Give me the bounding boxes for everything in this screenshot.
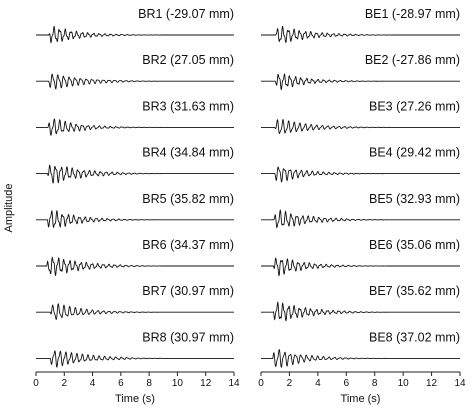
x-tick-label-be-4: 8 [372, 378, 378, 389]
x-tick-label-be-6: 12 [426, 378, 438, 389]
trace-label-br6: BR6 (34.37 mm) [142, 238, 234, 252]
trace-label-be6: BE6 (35.06 mm) [369, 238, 460, 252]
trace-br3 [36, 118, 234, 136]
trace-br6 [36, 256, 234, 277]
trace-be8 [261, 349, 460, 369]
trace-be2 [261, 73, 460, 91]
x-tick-label-br-1: 2 [62, 378, 68, 389]
trace-label-be4: BE4 (29.42 mm) [369, 146, 460, 160]
trace-br5 [36, 209, 234, 229]
x-tick-label-br-2: 4 [90, 378, 96, 389]
trace-be1 [261, 26, 460, 44]
x-tick-label-be-7: 14 [454, 378, 466, 389]
x-tick-label-be-0: 0 [258, 378, 264, 389]
trace-be3 [261, 118, 460, 135]
x-tick-label-br-7: 14 [228, 378, 240, 389]
trace-br8 [36, 350, 234, 368]
trace-label-be8: BE8 (37.02 mm) [369, 330, 460, 344]
trace-label-br8: BR8 (30.97 mm) [142, 330, 234, 344]
x-axis-label-be: Time (s) [341, 393, 381, 405]
x-tick-label-be-1: 2 [287, 378, 293, 389]
trace-be6 [261, 257, 460, 277]
trace-label-br1: BR1 (-29.07 mm) [138, 7, 234, 21]
trace-label-br5: BR5 (35.82 mm) [142, 192, 234, 206]
x-tick-label-br-3: 6 [118, 378, 124, 389]
trace-label-be5: BE5 (32.93 mm) [369, 192, 460, 206]
trace-label-br3: BR3 (31.63 mm) [142, 99, 234, 113]
trace-br1 [36, 25, 234, 44]
x-tick-label-br-0: 0 [33, 378, 39, 389]
trace-be7 [261, 301, 460, 322]
panel-br: BR1 (-29.07 mm) BR2 (27.05 mm) BR3 (31.63 … [33, 7, 240, 405]
trace-label-br4: BR4 (34.84 mm) [142, 146, 234, 160]
x-tick-label-be-5: 10 [398, 378, 410, 389]
trace-label-br7: BR7 (30.97 mm) [142, 284, 234, 298]
x-tick-label-be-2: 4 [315, 378, 321, 389]
panel-be: BE1 (-28.97 mm) BE2 (-27.86 mm) BE3 (27.26… [258, 7, 466, 405]
x-tick-label-br-4: 8 [146, 378, 152, 389]
trace-label-be2: BE2 (-27.86 mm) [365, 53, 460, 67]
trace-be4 [261, 166, 460, 183]
trace-label-be1: BE1 (-28.97 mm) [365, 7, 460, 21]
x-tick-label-br-6: 12 [200, 378, 212, 389]
trace-br7 [36, 303, 234, 321]
trace-br4 [36, 164, 234, 184]
trace-label-br2: BR2 (27.05 mm) [142, 53, 234, 67]
trace-be5 [261, 209, 460, 229]
trace-label-be7: BE7 (35.62 mm) [369, 284, 460, 298]
trace-label-be3: BE3 (27.26 mm) [369, 99, 460, 113]
x-axis-label-br: Time (s) [115, 393, 155, 405]
trace-br2 [36, 73, 234, 90]
x-tick-label-br-5: 10 [172, 378, 184, 389]
y-axis-label: Amplitude [3, 184, 15, 233]
x-tick-label-be-3: 6 [344, 378, 350, 389]
